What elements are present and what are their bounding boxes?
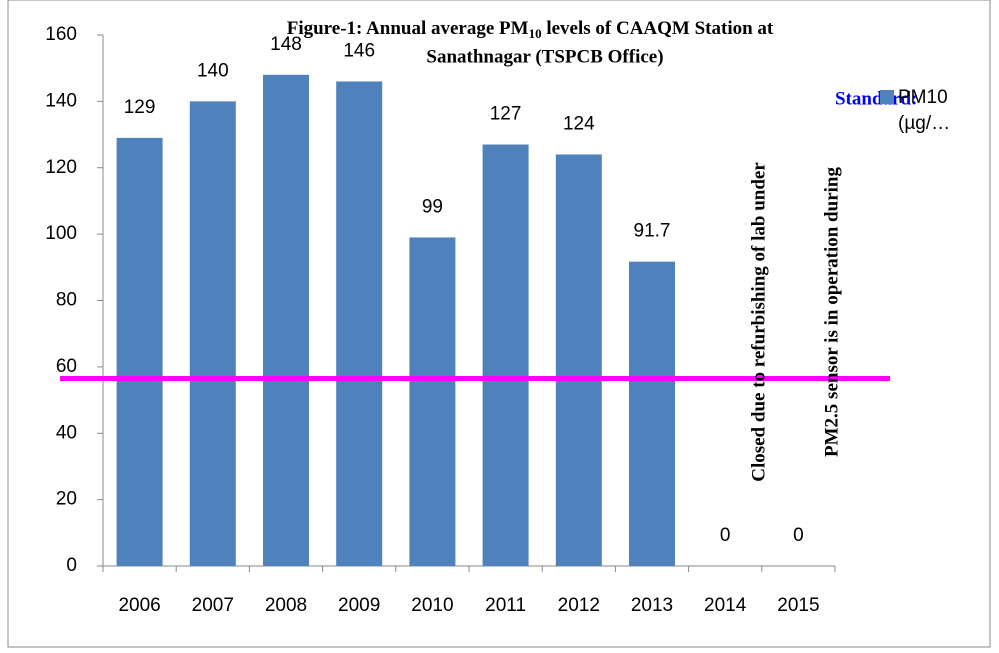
bar (263, 74, 309, 566)
y-tick-label: 100 (45, 223, 77, 244)
title-text: Figure-1: Annual average PM (287, 18, 529, 39)
data-label: 127 (490, 104, 522, 125)
x-tick-label: 2014 (704, 595, 747, 616)
y-tick-label: 0 (66, 555, 77, 576)
chart-title: Figure-1: Annual average PM10 levels of … (287, 18, 774, 41)
bar (409, 237, 456, 566)
x-tick-label: 2015 (777, 595, 819, 616)
data-label: 129 (124, 97, 156, 118)
data-label: 0 (793, 525, 804, 546)
data-label: 146 (343, 40, 375, 61)
y-tick-label: 160 (45, 24, 77, 45)
y-tick-label: 80 (56, 290, 77, 311)
chart-title: Sanathnagar (TSPCB Office) (426, 46, 663, 67)
bar (336, 81, 383, 567)
y-tick-label: 40 (56, 422, 77, 443)
x-tick-label: 2006 (118, 595, 160, 616)
x-tick-label: 2008 (265, 595, 307, 616)
data-label: 99 (422, 196, 443, 217)
x-tick-label: 2010 (411, 595, 453, 616)
y-tick-label: 140 (45, 90, 77, 111)
data-label: 140 (197, 60, 229, 81)
annotation: PM2.5 sensor is in operation during (821, 167, 842, 457)
y-tick-label: 60 (56, 356, 77, 377)
bar (116, 137, 163, 566)
bar (482, 144, 529, 567)
bar (555, 154, 602, 566)
title-subscript: 10 (529, 26, 542, 41)
bar (629, 261, 675, 566)
data-label: 124 (563, 113, 595, 134)
standard-label: Standard: (835, 88, 917, 109)
legend-label: PM10 (µg/… (898, 87, 951, 134)
bar (189, 101, 236, 566)
x-tick-label: 2012 (558, 595, 600, 616)
x-tick-label: 2011 (485, 595, 526, 616)
legend-swatch (880, 90, 894, 104)
title-text: levels of CAAQM Station at (542, 18, 774, 39)
x-tick-label: 2013 (631, 595, 673, 616)
y-tick-label: 20 (56, 489, 77, 510)
data-label: 148 (270, 34, 302, 55)
x-tick-label: 2007 (192, 595, 234, 616)
x-tick-label: 2009 (338, 595, 380, 616)
data-label: 91.7 (634, 221, 671, 242)
chart-border (7, 0, 991, 648)
annotation: Closed due to refurbishing of lab under (748, 162, 769, 482)
data-label: 0 (720, 525, 731, 546)
y-tick-label: 120 (45, 157, 77, 178)
